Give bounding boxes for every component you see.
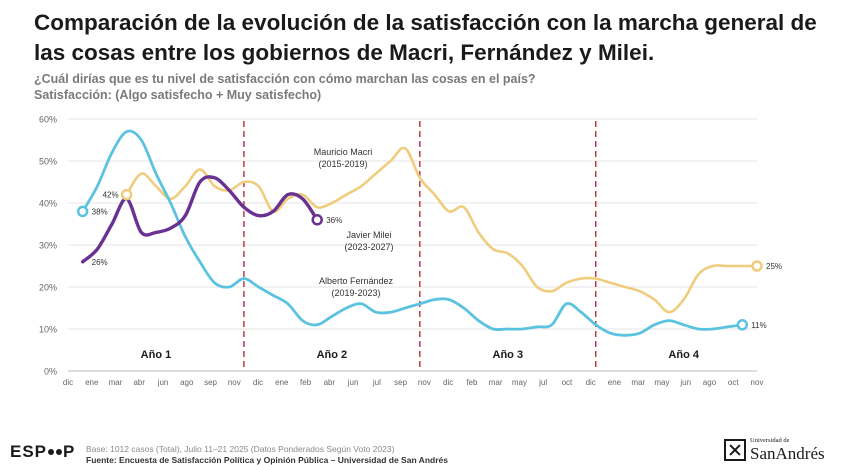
year-dividers <box>243 121 597 371</box>
x-tick-label: jul <box>538 378 547 387</box>
x-tick-label: oct <box>728 378 739 387</box>
marker-fernandez-end <box>736 319 749 331</box>
x-tick-label: dic <box>63 378 73 387</box>
x-tick-label: sep <box>394 378 407 387</box>
series-name-macri: Mauricio Macri <box>314 147 373 157</box>
university-logo: Universidad de SanAndrés <box>724 437 825 463</box>
series-name-milei-years: (2023-2027) <box>344 242 393 252</box>
page-title: Comparación de la evolución de la satisf… <box>34 10 817 65</box>
x-tick-label: feb <box>466 378 478 387</box>
x-tick-label: abr <box>133 378 145 387</box>
university-crest-icon <box>724 438 746 461</box>
x-tick-label: nov <box>418 378 431 387</box>
y-tick-label: 10% <box>39 325 57 335</box>
x-tick-label: oct <box>562 378 573 387</box>
footer-source-note: Fuente: Encuesta de Satisfacción Polític… <box>86 455 448 465</box>
x-tick-label: ene <box>608 378 622 387</box>
data-label-macri-end: 25% <box>766 262 782 271</box>
footer-base-note: Base: 1012 casos (Total), Julio 11–21 20… <box>86 444 395 454</box>
subtitle-metric: Satisfacción: (Algo satisfecho + Muy sat… <box>34 88 322 102</box>
university-logo-big-text: SanAndrés <box>750 443 825 463</box>
x-tick-label: ago <box>703 378 717 387</box>
marker-macri-end <box>751 260 763 272</box>
series-line-milei <box>81 175 319 264</box>
series-line-fernandez <box>81 129 744 337</box>
x-tick-label: feb <box>300 378 312 387</box>
y-tick-label: 0% <box>44 367 57 377</box>
series-name-fernandez: Alberto Fernández <box>319 276 394 286</box>
year-label: Año 4 <box>668 349 699 361</box>
espop-logo-dots <box>48 449 63 455</box>
university-logo-small-text: Universidad de <box>750 437 790 444</box>
marker-fernandez-start <box>76 205 89 218</box>
x-tick-label: jun <box>347 378 359 387</box>
x-tick-label: ago <box>180 378 194 387</box>
x-tick-label: jun <box>679 378 691 387</box>
series-name-fernandez-years: (2019-2023) <box>331 288 380 298</box>
year-label: Año 2 <box>317 349 348 361</box>
x-tick-label: mar <box>489 378 503 387</box>
x-tick-label: nov <box>751 378 764 387</box>
data-labels: 42% 25% 38% 11% 26% 36% Mauricio Macri (2015-20… <box>76 147 782 331</box>
series-name-macri-years: (2015-2019) <box>318 159 367 169</box>
x-tick-label: abr <box>324 378 336 387</box>
marker-milei-end <box>311 214 323 226</box>
y-tick-label: 20% <box>39 283 57 293</box>
x-tick-label: nov <box>228 378 241 387</box>
x-tick-label: dic <box>586 378 596 387</box>
data-label-fernandez-start: 38% <box>92 207 108 216</box>
espop-logo-text: ESP <box>10 442 48 461</box>
data-label-fernandez-end: 11% <box>751 321 766 330</box>
y-tick-label: 50% <box>39 157 57 167</box>
year-label: Año 1 <box>141 349 172 361</box>
marker-macri-start <box>120 188 133 201</box>
y-tick-label: 60% <box>39 115 57 125</box>
espop-logo: ESP P <box>10 442 75 462</box>
axes: 0%10%20%30%40%50%60%dic ene mar abr jun ago se… <box>39 115 763 388</box>
data-label-macri-start: 42% <box>103 191 119 200</box>
espop-logo-text-end: P <box>63 442 76 461</box>
x-tick-label: mar <box>109 378 123 387</box>
page-subtitle: ¿Cuál dirías que es tu nivel de satisfac… <box>34 71 834 103</box>
grid-lines <box>68 118 757 372</box>
x-tick-label: ene <box>85 378 99 387</box>
y-tick-label: 40% <box>39 199 57 209</box>
x-tick-label: ene <box>275 378 289 387</box>
x-tick-label: may <box>654 378 669 387</box>
x-tick-label: may <box>512 378 527 387</box>
x-tick-label: dic <box>443 378 453 387</box>
x-tick-label: sep <box>204 378 217 387</box>
x-tick-label: dic <box>253 378 263 387</box>
year-label: Año 3 <box>493 349 524 361</box>
x-tick-label: jun <box>157 378 169 387</box>
x-tick-label: jul <box>372 378 381 387</box>
x-tick-label: mar <box>631 378 645 387</box>
series-lines <box>81 129 759 337</box>
series-name-milei: Javier Milei <box>346 230 391 240</box>
y-tick-label: 30% <box>39 241 57 251</box>
data-label-milei-start: 26% <box>92 258 108 267</box>
subtitle-question: ¿Cuál dirías que es tu nivel de satisfac… <box>34 72 536 86</box>
data-label-milei-end: 36% <box>326 216 342 225</box>
